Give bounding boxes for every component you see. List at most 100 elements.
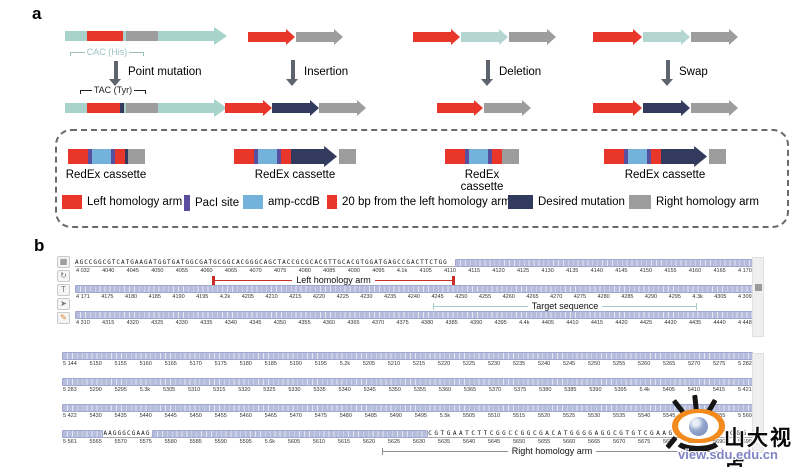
bracket-line	[80, 90, 92, 94]
position-tick-label: 4175	[101, 294, 114, 300]
annotation-slot	[62, 394, 753, 404]
position-tick-label: 4325	[151, 320, 164, 326]
gene-arrow-red	[437, 100, 483, 116]
cassette-box	[55, 129, 789, 228]
sequence-row: 5 283 5290 5295 5.3k 5305 5310 5315 5320 5325 533…	[62, 378, 753, 404]
position-tick-label: 4245	[431, 294, 444, 300]
position-tick-label: 4 310	[76, 320, 90, 326]
watermark-url: view.sdu.edu.cn	[678, 447, 778, 462]
cassette-segment-bp20	[651, 149, 661, 164]
gene-arrow-insertion-navy	[272, 100, 319, 116]
sequence-strip	[62, 352, 753, 360]
cassette-segment-rha	[709, 149, 726, 164]
annotation-right-homology-arm: Right homology arm	[382, 446, 723, 456]
position-tick-label: 4215	[289, 294, 302, 300]
cassette-label: RedEx cassette	[460, 169, 504, 193]
cassette-segment-paci	[465, 149, 469, 164]
position-tick-label: 5445	[164, 413, 177, 419]
position-ticks: 4 032 4040 4045 4050 4055 4060 4065 4070 4075 408…	[75, 267, 753, 275]
position-tick-label: 5255	[613, 361, 626, 367]
position-tick-label: 4285	[621, 294, 634, 300]
position-tick-label: 5150	[89, 361, 102, 367]
right-homology-segment	[126, 31, 158, 41]
gene-arrow-red	[225, 100, 272, 116]
cassette-segment-amp	[469, 149, 488, 164]
gene-arrow-gray	[484, 100, 531, 116]
legend-swatch-paci	[184, 195, 190, 211]
position-tick-label: 4060	[200, 268, 213, 274]
cassette-bar	[56, 146, 156, 167]
position-tick-label: 5430	[89, 413, 102, 419]
position-tick-label: 4440	[713, 320, 726, 326]
bracket-end-tick	[212, 275, 215, 285]
select-arrow-icon[interactable]: ➤	[57, 298, 70, 310]
workflow-label-swap: Swap	[679, 66, 708, 78]
annotation-left-homology-arm: Left homology arm	[212, 275, 456, 285]
position-tick-label: 5665	[588, 439, 601, 445]
bracket-line	[215, 279, 293, 281]
position-tick-label: 5160	[139, 361, 152, 367]
panel-b-label: b	[34, 236, 45, 255]
position-tick-label: 5235	[512, 361, 526, 367]
position-tick-label: 5340	[338, 387, 351, 393]
gene-body	[65, 103, 214, 113]
position-tick-label: 4415	[590, 320, 604, 326]
cac-his-annotation: CAC (His)	[70, 48, 144, 57]
position-tick-label: 4.3k	[692, 294, 703, 300]
sequence-row: 5 144 5150 5155 5160 5165 5170 5175 5180 5185 519…	[62, 352, 753, 378]
position-tick-label: 5475	[314, 413, 327, 419]
position-tick-label: 4075	[274, 268, 287, 274]
gene-arrow-red	[593, 100, 642, 116]
position-tick-label: 5245	[562, 361, 576, 367]
scrollbar-thumb[interactable]	[755, 284, 762, 291]
position-tick-label: 4205	[241, 294, 254, 300]
position-ticks: 4 171 4175 4180 4185 4190 4195 4.2k 4205 4210 421…	[75, 293, 753, 301]
position-tick-label: 4.2k	[219, 294, 231, 300]
gene-arrow-gray	[319, 100, 366, 116]
sequence-highlight	[62, 352, 753, 360]
position-tick-label: 4240	[407, 294, 420, 300]
position-tick-label: 4270	[550, 294, 563, 300]
cassette-segment-paci	[488, 149, 492, 164]
watermark-title: 山大视点	[724, 426, 793, 467]
scrollbar-track[interactable]	[752, 257, 764, 337]
sequence-viewer-toolbar: ▦ ↻ T ➤ ✎	[57, 256, 72, 324]
position-tick-label: 5525	[562, 413, 576, 419]
left-homology-segment	[87, 103, 120, 113]
text-tool-icon[interactable]: T	[57, 284, 70, 296]
scrollbar-track[interactable]	[752, 353, 764, 453]
legend-swatch-lha	[62, 195, 82, 209]
position-tick-label: 5290	[89, 387, 102, 393]
position-tick-label: 4385	[445, 320, 458, 326]
down-arrow-icon	[286, 60, 299, 86]
legend-swatch-mut	[508, 195, 533, 209]
legend-swatch-bp20	[327, 195, 337, 209]
position-tick-label: 4190	[172, 294, 185, 300]
position-tick-label: 5195	[314, 361, 327, 367]
position-tick-label: 4335	[200, 320, 213, 326]
position-tick-label: 5380	[539, 387, 552, 393]
position-tick-label: 4275	[573, 294, 587, 300]
position-tick-label: 4435	[688, 320, 702, 326]
position-tick-label: 5 282	[738, 361, 752, 367]
position-tick-label: 5455	[214, 413, 227, 419]
flip-strand-icon[interactable]: ↻	[57, 270, 70, 282]
position-tick-label: 4235	[384, 294, 397, 300]
position-tick-label: 4070	[249, 268, 262, 274]
annotation-slot	[62, 368, 753, 378]
legend-label: Right homology arm	[656, 196, 759, 208]
position-tick-label: 5 699	[738, 439, 752, 445]
gene-arrow-gray	[509, 29, 556, 45]
position-tick-label: 5465	[264, 413, 277, 419]
cassette-segment-rha	[339, 149, 356, 164]
position-tick-label: 5170	[189, 361, 202, 367]
position-ticks: 4 310 4315 4320 4325 4330 4335 4340 4345 4350 435…	[75, 319, 753, 327]
position-tick-label: 5265	[663, 361, 676, 367]
edit-pencil-icon[interactable]: ✎	[57, 312, 70, 324]
map-view-icon[interactable]: ▦	[57, 256, 70, 268]
bracket-line	[70, 52, 85, 56]
gene-arrowhead	[214, 99, 227, 117]
cassette-segment-paci	[87, 149, 92, 164]
position-tick-label: 4.1k	[396, 268, 408, 274]
legend-swatch-amp	[243, 195, 263, 209]
